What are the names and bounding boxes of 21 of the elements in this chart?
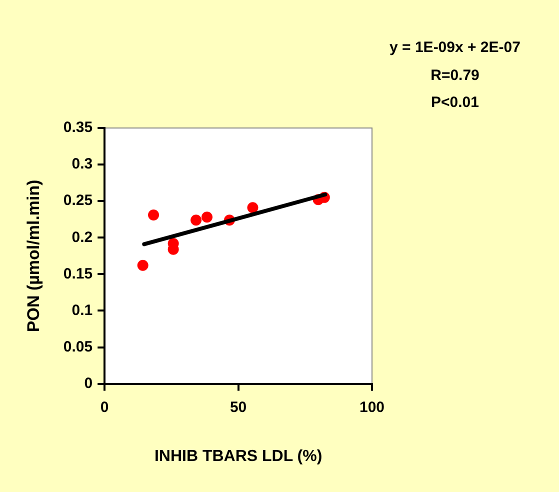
- y-axis-title: PON (µmol/ml.min): [24, 180, 43, 332]
- text: y = 1E-09x + 2E-07: [390, 39, 520, 56]
- y-tick-label: 0.3: [72, 156, 93, 173]
- y-tick-label: 0.05: [63, 338, 93, 356]
- point: [247, 202, 258, 214]
- point: [202, 212, 213, 223]
- y-tick-label: 0.1: [72, 302, 93, 319]
- x-axis-title: INHIB TBARS LDL (%): [154, 448, 322, 465]
- point: [148, 209, 160, 220]
- x-tick-label: 50: [230, 398, 247, 416]
- point: [137, 260, 148, 271]
- y-tick-label: 0.35: [63, 119, 93, 136]
- text: R=0.79: [430, 67, 480, 84]
- point: [190, 214, 202, 226]
- y-tick-label: 0: [84, 374, 93, 392]
- x-tick-label: 100: [359, 398, 385, 416]
- y-tick-label: 0.2: [72, 228, 93, 246]
- y-tick-label: 0.25: [63, 192, 93, 210]
- text: P<0.01: [431, 94, 479, 112]
- y-tick-label: 0.15: [63, 265, 93, 282]
- x-tick-label: 0: [100, 398, 109, 416]
